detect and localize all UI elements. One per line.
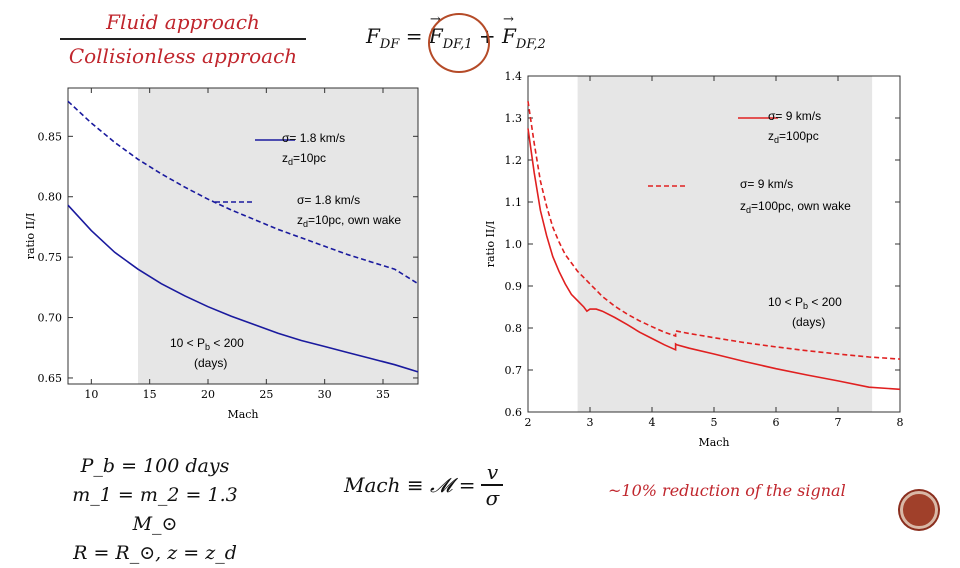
series-line-dashed xyxy=(67,100,419,285)
parameters-block: P_b = 100 days m_1 = m_2 = 1.3 M_⊙ R = R… xyxy=(60,452,250,568)
x-axis-label: Mach xyxy=(698,436,729,449)
param-radius: R = R_⊙, z = z_d xyxy=(73,542,237,564)
legend-z-end: =100pc xyxy=(779,129,819,143)
force-lhs: F xyxy=(366,24,380,48)
fraction-numerator: Fluid approach xyxy=(106,10,260,34)
y-tick-label: 1.3 xyxy=(505,112,523,125)
annotation-p-end: < 200 xyxy=(808,295,842,309)
y-tick-label: 1.2 xyxy=(505,154,523,167)
y-tick-label: 0.65 xyxy=(38,372,63,385)
mach-definition: Mach ≡ 𝓜 = v σ xyxy=(344,460,504,510)
mach-lhs: Mach ≡ 𝓜 = xyxy=(344,472,476,497)
legend-z-sub: d xyxy=(303,219,308,229)
title-fraction: Fluid approach Collisionless approach xyxy=(60,10,306,68)
annotation-days: (days) xyxy=(792,315,825,329)
force-term2: → F xyxy=(502,12,516,48)
x-axis-label: Mach xyxy=(227,408,258,421)
annotation-p-sub: b xyxy=(205,342,210,352)
annotation-p: 10 < P xyxy=(170,336,205,350)
y-tick-label: 0.80 xyxy=(38,191,63,204)
plot-frame xyxy=(67,87,419,385)
x-tick-label: 3 xyxy=(587,416,594,429)
x-tick-label: 7 xyxy=(835,416,842,429)
param-period: P_b = 100 days xyxy=(80,455,230,477)
legend-z-sub: d xyxy=(288,157,293,167)
x-tick-label: 35 xyxy=(376,388,390,401)
vector-arrow-icon: → xyxy=(429,12,441,27)
legend-label-line1: σ= 9 km/s xyxy=(768,109,821,123)
force-term2-sub: DF,2 xyxy=(515,37,546,52)
legend-z-sub: d xyxy=(746,205,751,215)
legend-z: z xyxy=(768,129,774,143)
x-tick-label: 30 xyxy=(318,388,332,401)
reduction-note: ~10% reduction of the signal xyxy=(608,481,846,500)
series-line-dashed xyxy=(527,101,901,360)
x-tick-label: 2 xyxy=(525,416,532,429)
param-masses: m_1 = m_2 = 1.3 M_⊙ xyxy=(72,484,238,535)
legend-label-line2: zd=10pc, own wake xyxy=(297,213,401,229)
x-tick-label: 15 xyxy=(143,388,157,401)
y-tick-label: 0.75 xyxy=(38,251,63,264)
mach-den: σ xyxy=(485,485,500,510)
annotation-p: 10 < P xyxy=(768,295,803,309)
legend-label-line2: zd=10pc xyxy=(282,151,326,167)
mach-fraction-bar xyxy=(481,484,504,486)
y-tick-label: 0.70 xyxy=(38,312,63,325)
fraction-bar xyxy=(60,38,306,40)
x-tick-label: 4 xyxy=(649,416,656,429)
series-line-solid xyxy=(67,204,419,373)
mach-num: v xyxy=(486,460,499,484)
y-tick-label: 0.9 xyxy=(505,280,523,293)
y-tick-label: 1.1 xyxy=(505,196,523,209)
annotation-days: (days) xyxy=(194,356,227,370)
force-lhs-sub: DF xyxy=(379,37,400,52)
legend-z-sub: d xyxy=(774,135,779,145)
x-tick-label: 25 xyxy=(259,388,273,401)
legend-label-line1: σ= 1.8 km/s xyxy=(282,131,345,145)
legend-label-line1: σ= 9 km/s xyxy=(740,177,793,191)
y-tick-label: 0.85 xyxy=(38,130,63,143)
x-tick-label: 10 xyxy=(84,388,98,401)
x-tick-label: 8 xyxy=(897,416,904,429)
fraction-denominator: Collisionless approach xyxy=(68,44,298,68)
legend-z-end: =100pc, own wake xyxy=(751,199,851,213)
shaded-region xyxy=(577,76,873,412)
left-chart: 10 15 20 25 30 35 0.65 0.70 0.75 0.80 0.85 Mach rati… xyxy=(24,87,419,421)
legend-z: z xyxy=(740,199,746,213)
legend-z-end: =10pc xyxy=(293,151,326,165)
annotation-p-end: < 200 xyxy=(210,336,244,350)
annotation-p-sub: b xyxy=(803,301,808,311)
legend-z-end: =10pc, own wake xyxy=(308,213,401,227)
y-tick-label: 0.6 xyxy=(505,406,523,419)
highlight-circle xyxy=(428,13,490,73)
force-equals: = xyxy=(399,24,429,48)
vector-arrow-icon: → xyxy=(503,12,514,27)
y-tick-label: 1.0 xyxy=(505,238,523,251)
annotation-period-range: 10 < Pb < 200 xyxy=(170,336,244,352)
series-line-solid xyxy=(527,128,901,391)
mach-fraction: v σ xyxy=(481,460,504,510)
shaded-region xyxy=(138,88,418,384)
x-tick-label: 5 xyxy=(711,416,718,429)
y-tick-label: 0.7 xyxy=(505,364,523,377)
x-tick-label: 20 xyxy=(201,388,215,401)
y-axis-label: ratio II/I xyxy=(24,213,37,260)
annotation-period-range: 10 < Pb < 200 xyxy=(768,295,842,311)
x-tick-label: 6 xyxy=(773,416,780,429)
slide-number-badge xyxy=(900,491,938,529)
legend-label-line1: σ= 1.8 km/s xyxy=(297,193,360,207)
legend-z: z xyxy=(297,213,303,227)
legend-label-line2: zd=100pc, own wake xyxy=(740,199,851,215)
y-tick-label: 1.4 xyxy=(505,70,523,83)
right-chart: 2 3 4 5 6 7 8 0.6 0.7 0.8 0.9 1.0 1.1 1.2 1.3 1.4 Mach ra… xyxy=(484,70,904,449)
legend-label-line2: zd=100pc xyxy=(768,129,819,145)
legend-z: z xyxy=(282,151,288,165)
y-tick-label: 0.8 xyxy=(505,322,523,335)
y-axis-label: ratio II/I xyxy=(484,221,497,268)
